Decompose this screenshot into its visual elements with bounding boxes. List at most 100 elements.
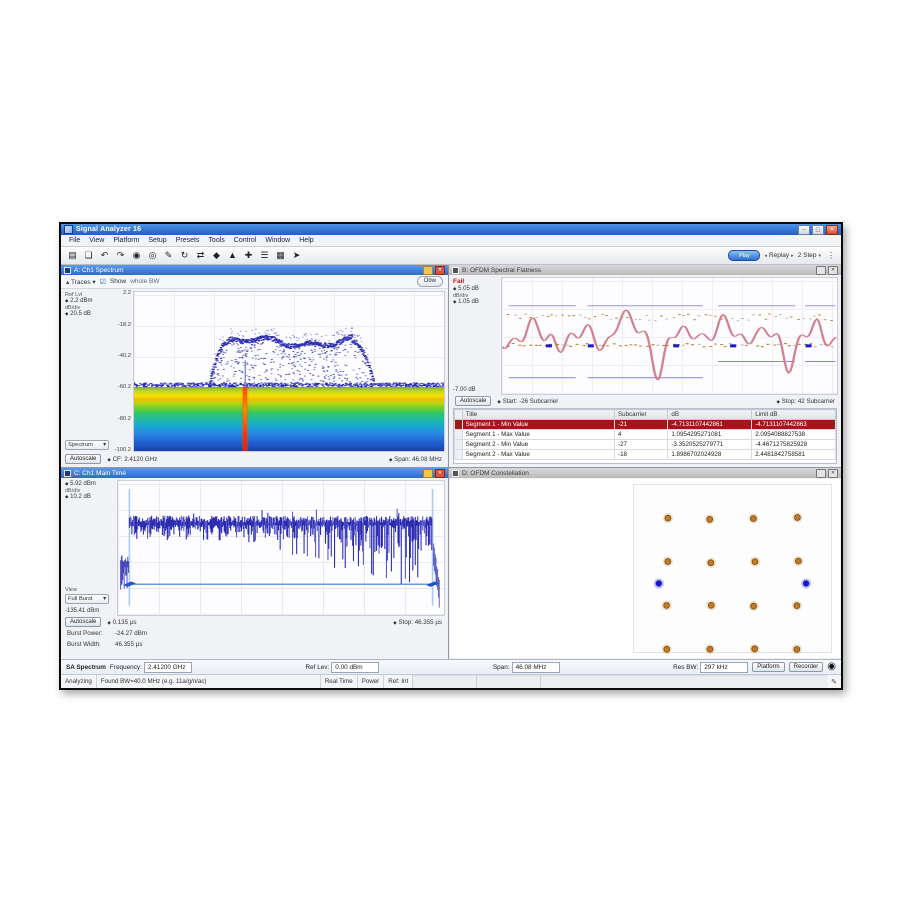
constellation-body[interactable] — [450, 479, 840, 658]
table-header-title[interactable]: Title — [461, 409, 616, 420]
menu-presets[interactable]: Presets — [175, 237, 200, 244]
autoscale-button[interactable]: Autoscale — [455, 396, 492, 406]
restart-icon[interactable]: ↻ — [180, 250, 189, 261]
table-row[interactable]: Segment 2 - Min Value -27 -3.3520525279771… — [454, 439, 836, 450]
ref-level-input[interactable]: 0.00 dBm — [331, 661, 380, 673]
table-cell: 2.4481842758581 — [751, 449, 836, 460]
frequency-input[interactable]: 2.41200 GHz — [143, 661, 192, 673]
layout-icon[interactable]: ☰ — [260, 250, 269, 261]
measurement-label[interactable]: SA Spectrum — [66, 663, 106, 671]
step-control[interactable]: 2 Step ▾ — [797, 252, 821, 259]
table-row[interactable]: Segment 1 - Max Value 4 1.0954295271081 2.0… — [454, 429, 836, 440]
menu-file[interactable]: File — [69, 237, 81, 244]
time-x-stop[interactable]: 46.355 µs — [414, 618, 442, 626]
toolbar-more-icon[interactable]: ⋮ — [827, 251, 835, 260]
resbw-input[interactable]: 297 kHz — [700, 661, 749, 673]
maximize-button[interactable]: ▢ — [812, 224, 824, 235]
menu-help[interactable]: Help — [299, 237, 314, 244]
spectrum-plot[interactable] — [133, 291, 445, 452]
span-value[interactable]: 46.08 MHz — [412, 455, 442, 463]
open-icon[interactable]: ▤ — [68, 250, 77, 261]
flatness-panel-titlebar[interactable]: B: OFDM Spectral Flatness ✕ — [449, 265, 841, 275]
time-x-start[interactable]: 0.135 µs — [112, 618, 137, 626]
panel-restore-button[interactable] — [816, 265, 826, 275]
table-header-limit-db[interactable]: Limit dB — [751, 409, 836, 420]
play-button[interactable]: Play — [728, 250, 761, 261]
table-cell: -21 — [614, 419, 669, 430]
edit-pencil-icon[interactable]: ✎ — [831, 678, 837, 686]
table-cell: 1.0954295271081 — [667, 429, 753, 440]
flatness-div-value[interactable]: 1.05 dB — [458, 299, 479, 305]
marker-icon[interactable]: ◆ — [213, 250, 220, 261]
undo-icon[interactable]: ↶ — [100, 250, 109, 261]
time-div-value[interactable]: 10.2 dB — [70, 494, 91, 500]
grid-icon[interactable]: ▦ — [276, 250, 285, 261]
trigger-icon[interactable]: ▲ — [228, 250, 237, 261]
app-icon — [64, 225, 73, 234]
menu-window[interactable]: Window — [265, 237, 291, 244]
menu-tools[interactable]: Tools — [208, 237, 225, 244]
panel-close-button[interactable]: ✕ — [435, 265, 445, 275]
preset-icon[interactable]: ❏ — [84, 250, 93, 261]
target-icon[interactable]: ◎ — [148, 250, 157, 261]
add-icon[interactable]: ✚ — [244, 250, 253, 261]
panel-restore-button[interactable] — [423, 265, 433, 275]
scale-value[interactable]: 20.5 dB — [70, 311, 91, 317]
edit-icon[interactable]: ✎ — [164, 250, 173, 261]
time-axis-row: Autoscale ◆ 0.135 µs ◆ Stop: 46.355 µs — [61, 616, 448, 628]
panel-restore-button[interactable] — [816, 468, 826, 478]
autoscale-button[interactable]: Autoscale — [65, 454, 102, 464]
show-checkbox[interactable]: ☑ — [99, 278, 106, 286]
replay-control[interactable]: ◂ Replay ▸ — [764, 252, 794, 259]
burst-power-value: -24.27 dBm — [115, 630, 147, 637]
pointer-icon[interactable]: ➤ — [292, 250, 301, 261]
start-subcarrier-value[interactable]: -26 Subcarrier — [519, 397, 559, 405]
swap-icon[interactable]: ⇄ — [196, 250, 205, 261]
close-button[interactable]: ✕ — [826, 224, 838, 235]
record-icon[interactable]: ◉ — [827, 661, 837, 672]
ref-level-label: Ref Lvl — [65, 292, 83, 298]
table-header-subcarrier[interactable]: Subcarrier — [614, 409, 669, 420]
minimize-button[interactable]: – — [798, 224, 810, 235]
recorder-button[interactable]: Recorder — [788, 662, 824, 672]
spectrum-subheader: ▴ Traces ▾ ☑ Show whole BW Obw — [61, 275, 448, 289]
trace-selector[interactable]: ▴ Traces ▾ — [66, 278, 96, 286]
spectrum-panel: A: Ch1 Spectrum ✕ ▴ Traces ▾ ☑ Show whol… — [61, 265, 448, 467]
chevron-right-icon[interactable]: ▸ — [791, 252, 794, 259]
menu-control[interactable]: Control — [233, 237, 257, 244]
spectrum-y-tick: 2.2 — [122, 290, 131, 297]
time-y-top[interactable]: 5.92 dBm — [70, 481, 96, 487]
record-icon[interactable]: ◉ — [132, 250, 141, 261]
status-detail: Found BW=40.0 MHz (e.g. 11a/g/n/ac) — [97, 675, 321, 688]
menu-setup[interactable]: Setup — [148, 237, 167, 244]
obw-button[interactable]: Obw — [416, 276, 443, 287]
status-bar: Analyzing Found BW=40.0 MHz (e.g. 11a/g/… — [61, 674, 841, 688]
panel-close-button[interactable]: ✕ — [435, 468, 445, 478]
table-header-db[interactable]: dB — [667, 409, 753, 420]
constellation-plot[interactable] — [633, 484, 833, 655]
spectrum-panel-titlebar[interactable]: A: Ch1 Spectrum ✕ — [61, 265, 448, 275]
ref-level-value[interactable]: 2.2 dBm — [70, 298, 93, 304]
chevron-left-icon[interactable]: ◂ — [764, 252, 767, 259]
menu-view[interactable]: View — [89, 237, 105, 244]
platform-button[interactable]: Platform — [752, 662, 785, 672]
menu-platform[interactable]: Platform — [113, 237, 140, 244]
stop-subcarrier-value[interactable]: 42 Subcarrier — [797, 397, 835, 405]
center-frequency-value[interactable]: 2.4120 GHz — [124, 455, 158, 463]
table-row[interactable]: Segment 1 - Min Value -21 -4.7131107442861… — [454, 419, 836, 430]
trace-format-dropdown[interactable]: Spectrum ▾ — [65, 440, 109, 450]
constellation-panel-titlebar[interactable]: D: OFDM Constellation ✕ — [449, 468, 841, 478]
time-plot[interactable] — [117, 480, 445, 616]
view-dropdown[interactable]: Full Burst ▾ — [65, 594, 109, 604]
panel-restore-button[interactable] — [423, 468, 433, 478]
autoscale-button[interactable]: Autoscale — [65, 617, 102, 627]
panel-close-button[interactable]: ✕ — [828, 468, 838, 478]
flatness-y-top[interactable]: 5.05 dB — [458, 286, 479, 292]
constellation-panel: D: OFDM Constellation ✕ — [449, 468, 841, 659]
table-row[interactable]: Segment 2 - Max Value -18 1.8986702024928 2… — [454, 449, 836, 460]
time-panel-titlebar[interactable]: C: Ch1 Main Time ✕ — [61, 468, 448, 478]
flatness-plot[interactable] — [501, 277, 838, 395]
span-input[interactable]: 46.08 MHz — [511, 661, 560, 673]
panel-close-button[interactable]: ✕ — [828, 265, 838, 275]
redo-icon[interactable]: ↷ — [116, 250, 125, 261]
